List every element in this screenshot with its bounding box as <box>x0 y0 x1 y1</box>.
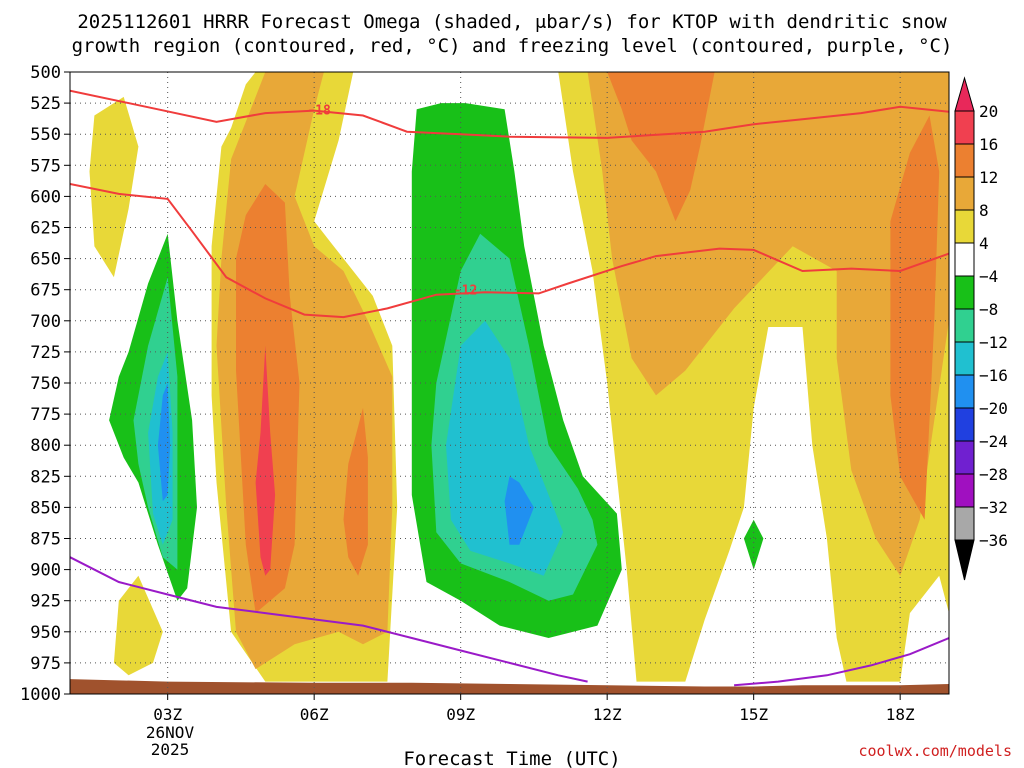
omega-fill-region <box>89 96 139 278</box>
x-tick-label: 09Z <box>446 705 475 724</box>
x-tick-label: 12Z <box>593 705 622 724</box>
y-tick-label: 550 <box>30 125 61 145</box>
y-tick-label: 950 <box>30 623 61 643</box>
colorbar-label: −32 <box>979 498 1008 517</box>
colorbar-swatch <box>954 440 975 475</box>
y-tick-label: 1000 <box>20 685 61 705</box>
y-tick-label: 975 <box>30 654 61 674</box>
date-label-year: 2025 <box>151 740 190 759</box>
y-tick-label: 600 <box>30 187 61 207</box>
colorbar-swatch <box>954 341 975 376</box>
colorbar-swatch <box>954 506 975 541</box>
y-tick-label: 875 <box>30 530 61 550</box>
omega-fill-region <box>890 115 940 520</box>
y-tick-label: 850 <box>30 498 61 518</box>
colorbar-label: −24 <box>979 432 1008 451</box>
colorbar-label: 8 <box>979 201 989 220</box>
omega-fill-region <box>446 320 564 576</box>
omega-fill-region <box>255 345 276 576</box>
terrain-fill <box>70 679 949 694</box>
y-tick-label: 675 <box>30 281 61 301</box>
chart-title-line-1: 2025112601 HRRR Forecast Omega (shaded, … <box>77 11 947 33</box>
colorbar-label: 16 <box>979 135 998 154</box>
colorbar-label: 4 <box>979 234 989 253</box>
x-axis-label: Forecast Time (UTC) <box>403 748 620 768</box>
y-tick-label: 825 <box>30 467 61 487</box>
colorbar-label: −20 <box>979 399 1008 418</box>
omega-fill-region <box>504 476 534 545</box>
y-tick-label: 725 <box>30 343 61 363</box>
y-tick-label: 575 <box>30 156 61 176</box>
contour-lines: -18 -12 <box>70 89 949 687</box>
y-tick-label: 925 <box>30 592 61 612</box>
colorbar: 20 16 12 8 4 −4 −8 −12 −16 −20 −24 −28 −32 −36 <box>954 76 1008 581</box>
date-label-day: 26NOV <box>146 723 195 742</box>
colorbar-swatch <box>954 143 975 178</box>
dendritic-contour-line <box>70 89 949 139</box>
colorbar-label: −16 <box>979 366 1008 385</box>
colorbar-swatch <box>954 110 975 145</box>
x-tick-label: 03Z <box>153 705 182 724</box>
y-axis: 500 525 550 575 600 625 650 675 700 725 750 775 800 8… <box>20 63 70 705</box>
colorbar-label: −36 <box>979 531 1008 550</box>
chart-title-line-2: growth region (contoured, red, °C) and f… <box>71 35 953 57</box>
dendritic-contour-line <box>70 183 949 319</box>
y-tick-label: 500 <box>30 63 61 83</box>
freezing-level-line <box>70 556 588 683</box>
dendritic-contour-label: -18 <box>307 103 331 118</box>
grid-lines <box>70 72 949 694</box>
x-tick-label: 18Z <box>886 705 915 724</box>
dendritic-contour-label: -12 <box>454 284 477 299</box>
colorbar-bottom-arrow <box>954 539 975 581</box>
x-tick-label: 06Z <box>300 705 329 724</box>
colorbar-swatch <box>954 407 975 442</box>
colorbar-swatch <box>954 473 975 508</box>
colorbar-label: 20 <box>979 102 998 121</box>
omega-fill-region <box>157 383 171 502</box>
colorbar-label: −4 <box>979 267 998 286</box>
y-tick-label: 900 <box>30 561 61 581</box>
omega-fill-region <box>607 72 715 222</box>
colorbar-swatch <box>954 308 975 343</box>
y-tick-label: 525 <box>30 94 61 114</box>
freezing-level-line <box>734 637 949 687</box>
colorbar-swatch <box>954 275 975 310</box>
omega-fill-region <box>113 575 163 676</box>
colorbar-top-arrow <box>954 76 975 112</box>
colorbar-label: −12 <box>979 333 1008 352</box>
colorbar-label: 12 <box>979 168 998 187</box>
y-tick-label: 775 <box>30 405 61 425</box>
omega-fill-region <box>743 519 764 570</box>
colorbar-swatch <box>954 374 975 409</box>
colorbar-label: −8 <box>979 300 998 319</box>
y-tick-label: 800 <box>30 436 61 456</box>
y-tick-label: 625 <box>30 219 61 239</box>
y-tick-label: 750 <box>30 374 61 394</box>
y-tick-label: 700 <box>30 312 61 332</box>
omega-shading <box>89 72 949 682</box>
credit-text: coolwx.com/models <box>858 742 1012 760</box>
omega-fill-region <box>343 407 368 576</box>
terrain-layer <box>70 679 949 694</box>
x-axis: 03Z 06Z 09Z 12Z 15Z 18Z <box>153 694 915 724</box>
colorbar-swatch <box>954 242 975 277</box>
colorbar-swatch <box>954 209 975 244</box>
colorbar-label: −28 <box>979 465 1008 484</box>
x-tick-label: 15Z <box>739 705 768 724</box>
colorbar-swatch <box>954 176 975 211</box>
y-tick-label: 650 <box>30 250 61 270</box>
